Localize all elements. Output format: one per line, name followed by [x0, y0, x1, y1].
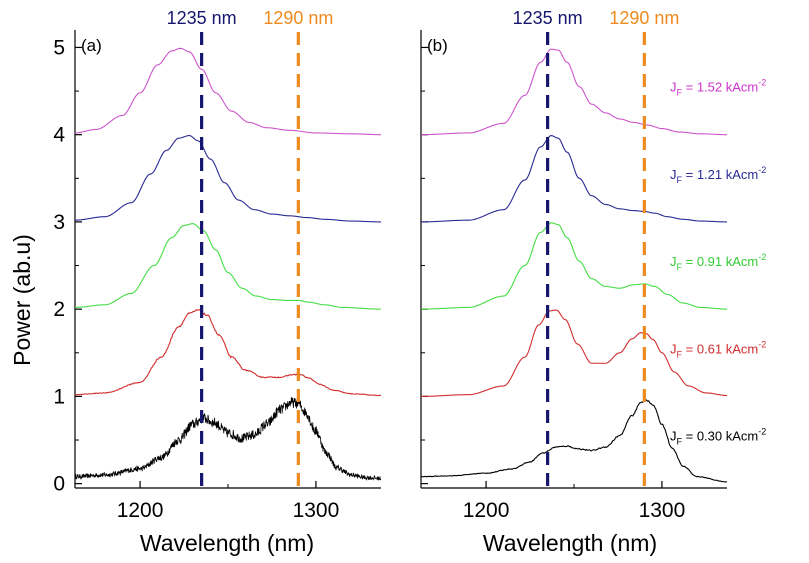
curve-label-value: = 0.61 kAcm [682, 341, 758, 356]
series-curve-b-0.61 [421, 309, 728, 397]
series-curve-a-1.52 [74, 47, 382, 136]
y-tick-label: 1 [53, 385, 65, 408]
reference-label-1235-nm: 1235 nm [167, 8, 237, 28]
curve-label-1.52: JF = 1.52 kAcm-2 [670, 78, 766, 98]
curve-label-value: = 1.52 kAcm [682, 80, 758, 95]
y-tick-label: 3 [53, 211, 65, 234]
curve-label-subscript: F [677, 349, 683, 359]
panel-a: 0 1 2 3 4 5 1200 1300 1235 nm 1290 nm (a) [53, 8, 382, 522]
y-axis-title: Power (ab.u) [9, 234, 35, 366]
x-tick-label: 1200 [117, 499, 164, 522]
series-curve-a-1.21 [74, 135, 381, 223]
curve-label-value: = 0.91 kAcm [682, 254, 758, 269]
x-tick-label: 1300 [639, 499, 686, 522]
y-tick-label: 5 [53, 36, 65, 59]
curve-label-symbol: J [670, 167, 677, 182]
reference-label-1290-nm: 1290 nm [609, 8, 679, 28]
y-tick-label: 0 [53, 473, 65, 496]
curve-label-0.61: JF = 0.61 kAcm-2 [670, 339, 766, 359]
series-curve-a-0.30 [74, 396, 382, 481]
curve-label-subscript: F [677, 88, 683, 98]
curve-label-superscript: -2 [758, 165, 766, 175]
curve-label-0.30: JF = 0.30 kAcm-2 [670, 427, 766, 447]
curve-label-symbol: J [670, 80, 677, 95]
curve-label-subscript: F [677, 175, 683, 185]
y-tick-label: 2 [53, 298, 65, 321]
curve-label-0.91: JF = 0.91 kAcm-2 [670, 252, 766, 272]
curve-label-1.21: JF = 1.21 kAcm-2 [670, 165, 766, 185]
x-axis-title-a: Wavelength (nm) [140, 530, 314, 556]
reference-label-1235-nm: 1235 nm [513, 8, 583, 28]
series-curve-a-0.61 [74, 308, 382, 397]
x-tick-label: 1200 [463, 499, 510, 522]
x-axis-title-b: Wavelength (nm) [483, 530, 657, 556]
curve-label-superscript: -2 [758, 252, 766, 262]
curve-label-superscript: -2 [758, 78, 766, 88]
panel-label-b: (b) [427, 36, 448, 55]
series-curve-a-0.91 [74, 223, 381, 310]
x-tick-label: 1300 [293, 499, 340, 522]
curve-label-superscript: -2 [758, 427, 766, 437]
curve-label-symbol: J [670, 429, 677, 444]
reference-label-1290-nm: 1290 nm [263, 8, 333, 28]
series-curve-b-1.52 [420, 48, 728, 136]
curve-label-value: = 1.21 kAcm [682, 167, 758, 182]
series-curve-b-0.30 [420, 399, 728, 483]
curve-label-symbol: J [670, 341, 677, 356]
curve-label-subscript: F [677, 262, 683, 272]
series-curve-b-1.21 [421, 135, 727, 223]
panel-label-a: (a) [81, 36, 102, 55]
curve-label-value: = 0.30 kAcm [682, 429, 758, 444]
curve-label-superscript: -2 [758, 339, 766, 349]
y-tick-label: 4 [53, 124, 65, 147]
series-curve-b-0.91 [421, 222, 727, 310]
curve-label-subscript: F [677, 437, 683, 447]
curve-label-symbol: J [670, 254, 677, 269]
